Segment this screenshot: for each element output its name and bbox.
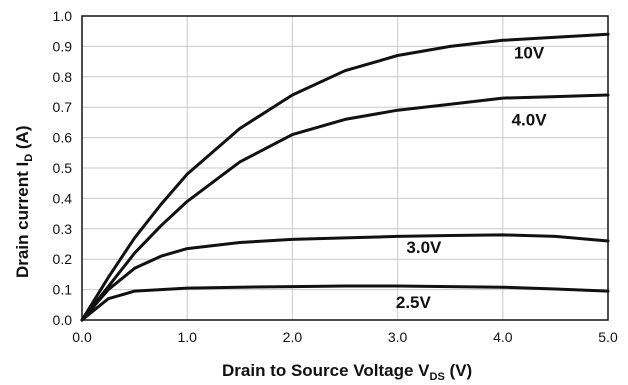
grid xyxy=(82,16,608,320)
y-tick-label: 0.3 xyxy=(53,221,73,237)
x-tick-label: 0.0 xyxy=(72,329,92,345)
y-tick-label: 0.6 xyxy=(53,130,73,146)
series-line-3.0V xyxy=(80,233,610,322)
tick-labels: 0.0 0.1 0.2 0.3 0.4 0.5 0.6 0.7 0.8 0.9 1.0 0.0 1.0 2… xyxy=(53,8,618,345)
x-tick-label: 5.0 xyxy=(598,329,618,345)
series-line-2.5V xyxy=(80,284,610,322)
x-tick-label: 1.0 xyxy=(177,329,197,345)
y-tick-label: 0.9 xyxy=(53,38,73,54)
y-tick-label: 1.0 xyxy=(53,8,73,24)
series-line-10V xyxy=(80,32,610,322)
plot-frame xyxy=(81,15,609,321)
x-tick-label: 2.0 xyxy=(283,329,303,345)
y-tick-label: 0.0 xyxy=(53,312,73,328)
y-tick-label: 0.7 xyxy=(53,99,73,115)
x-axis-label: Drain to Source Voltage VDS (V) xyxy=(222,361,472,383)
curves xyxy=(80,32,610,322)
series-label-4.0V: 4.0V xyxy=(512,110,548,129)
y-tick-label: 0.8 xyxy=(53,69,73,85)
series-label-10V: 10V xyxy=(514,44,545,63)
y-tick-label: 0.2 xyxy=(53,251,73,267)
x-tick-label: 3.0 xyxy=(388,329,408,345)
series-label-2.5V: 2.5V xyxy=(396,293,432,312)
y-tick-label: 0.4 xyxy=(53,190,73,206)
series-label-3.0V: 3.0V xyxy=(406,238,442,257)
axes xyxy=(81,15,609,321)
y-axis-label: Drain current ID (A) xyxy=(13,126,35,279)
series-line-4.0V xyxy=(80,93,610,322)
x-tick-label: 4.0 xyxy=(493,329,513,345)
y-tick-label: 0.5 xyxy=(53,160,73,176)
y-tick-label: 0.1 xyxy=(53,282,73,298)
curve-labels: 10V 4.0V 3.0V 2.5V xyxy=(396,44,547,312)
